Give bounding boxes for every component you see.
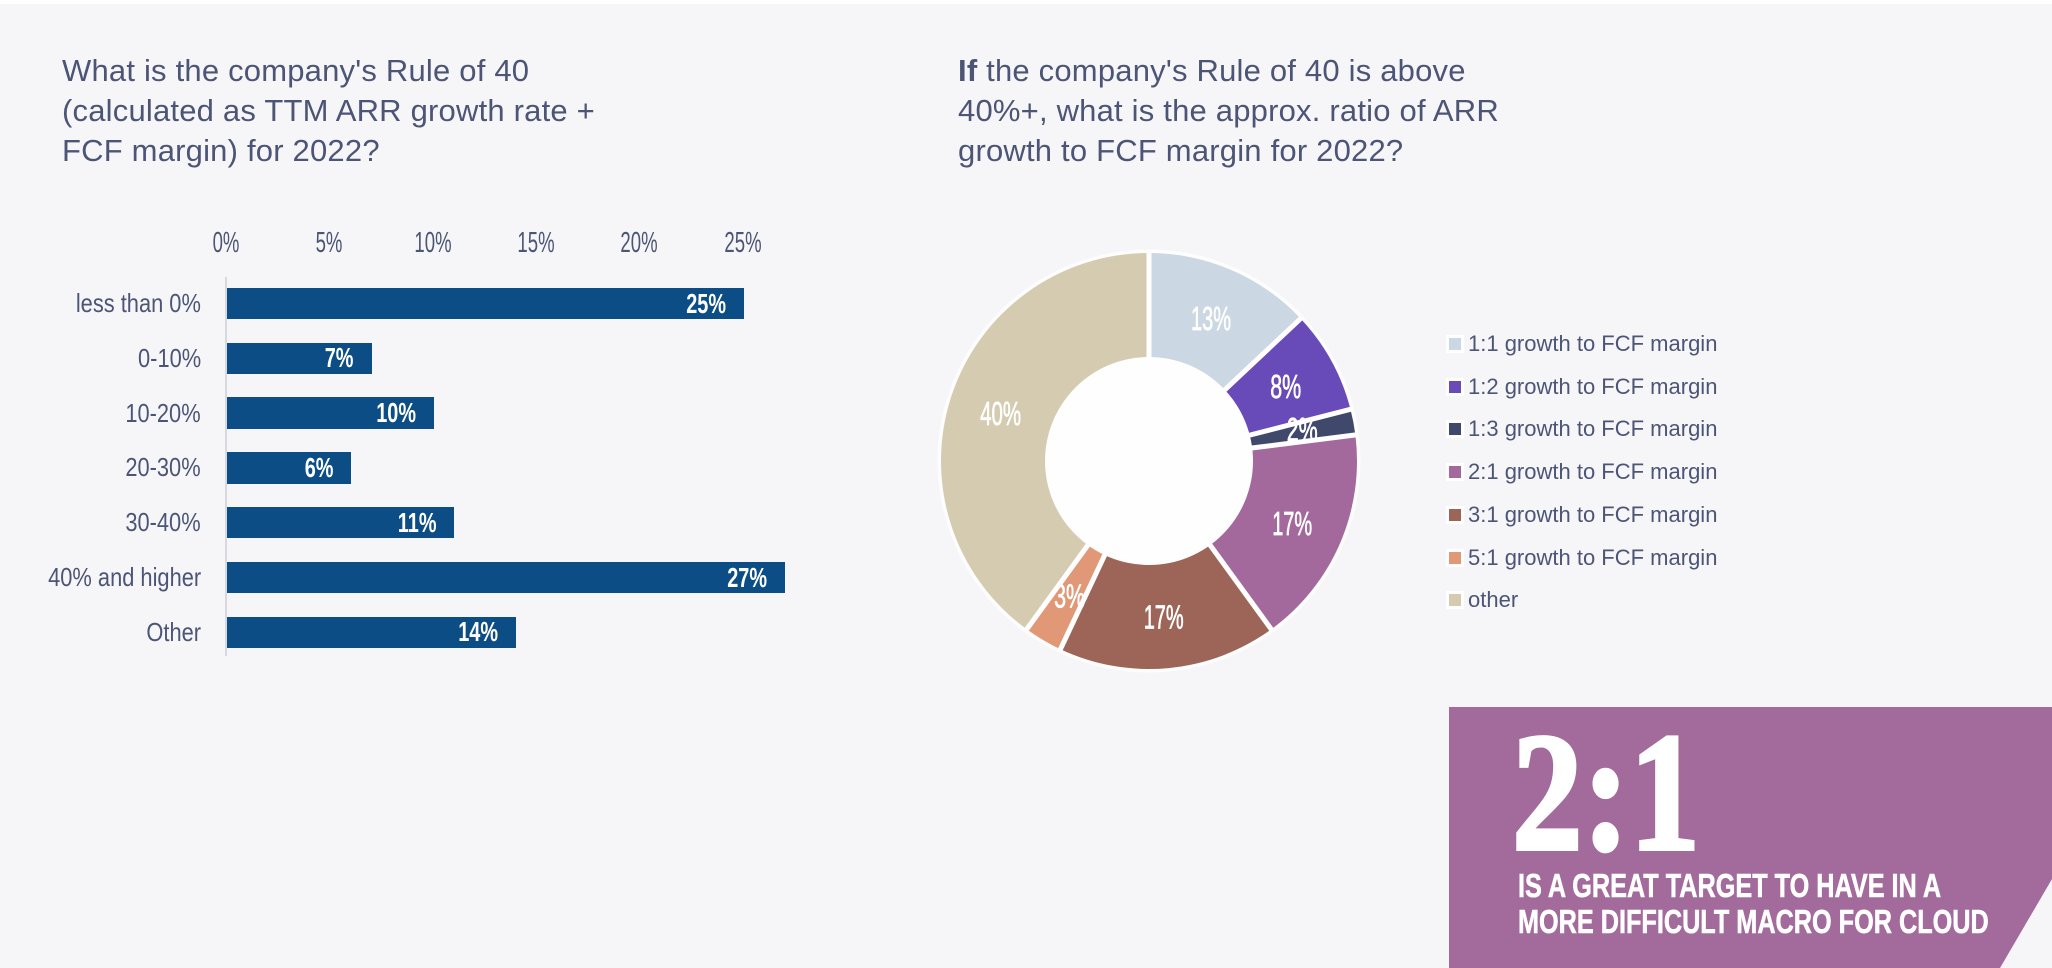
svg-text:3%: 3% [1054,579,1085,616]
svg-text:17%: 17% [1144,600,1184,637]
svg-text:8%: 8% [1270,369,1301,406]
svg-text:13%: 13% [1191,301,1231,338]
svg-text:2%: 2% [1287,412,1318,449]
svg-text:40%: 40% [980,396,1021,433]
svg-text:17%: 17% [1272,506,1312,543]
